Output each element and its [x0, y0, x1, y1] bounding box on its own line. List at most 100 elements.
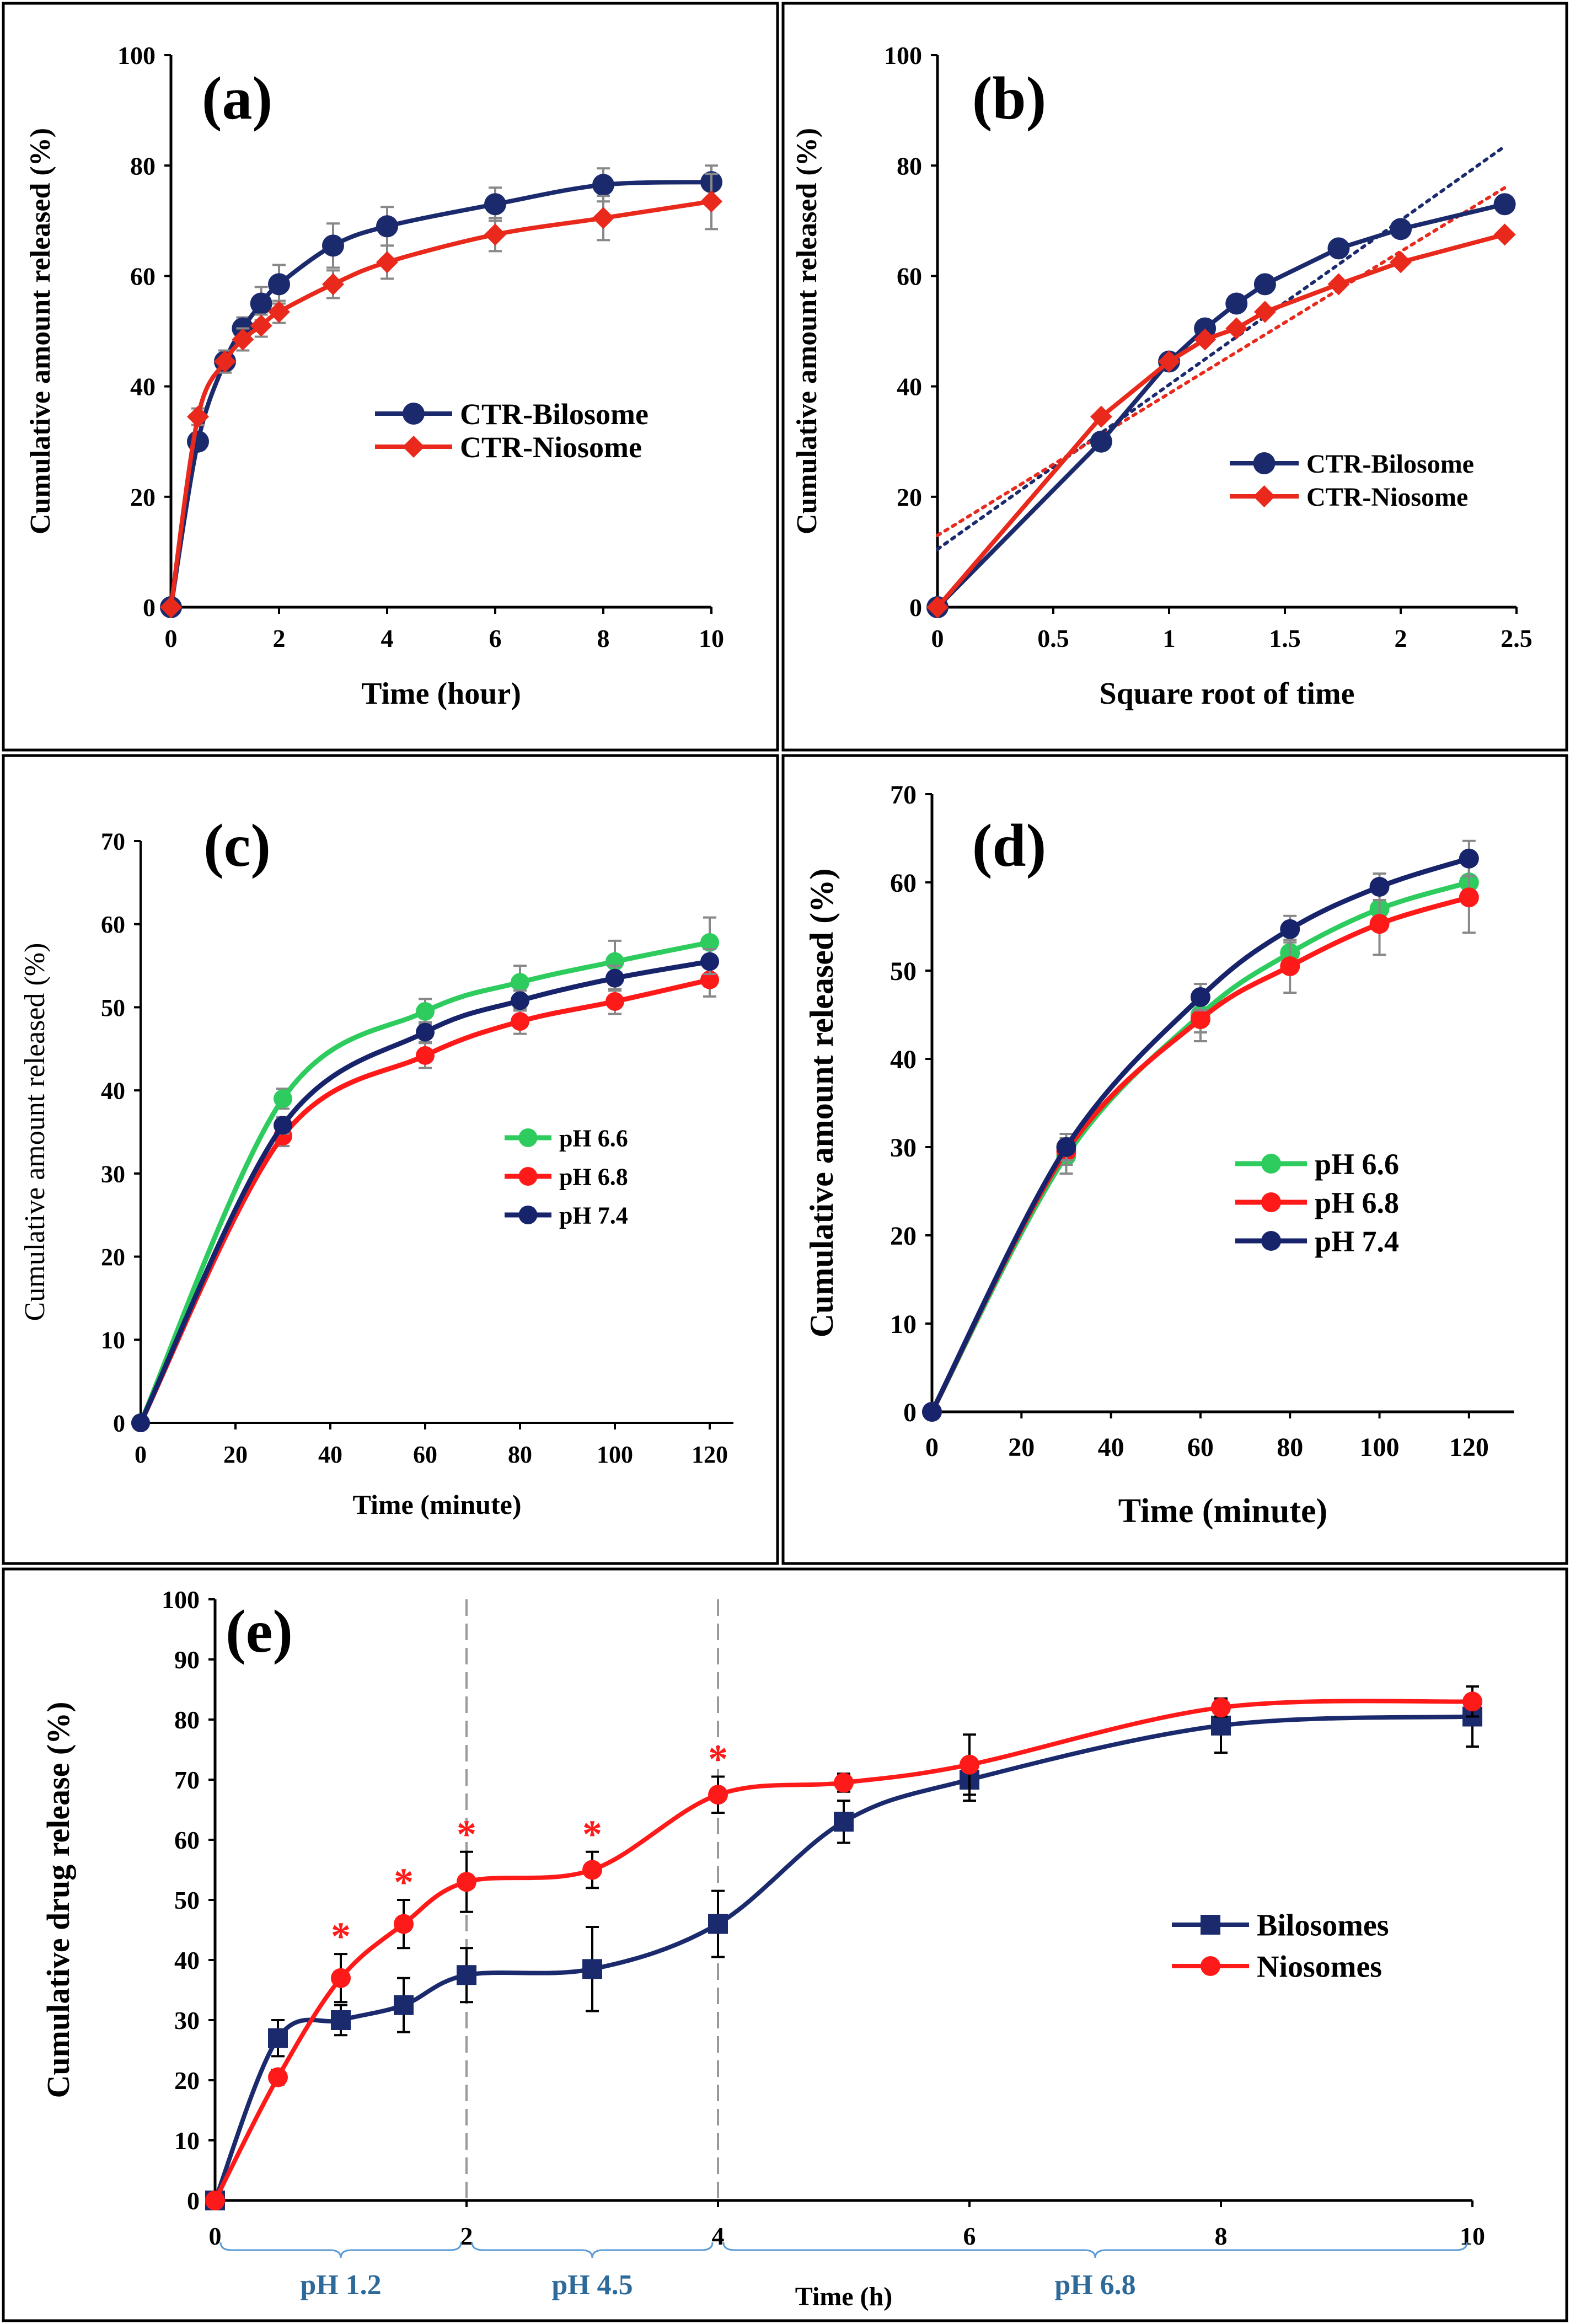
data-point	[582, 1959, 602, 1979]
data-point	[922, 1402, 942, 1422]
data-point	[1459, 848, 1479, 869]
y-tick-label: 20	[130, 483, 156, 511]
x-tick-label: 6	[489, 624, 502, 652]
legend-item: CTR-Bilosome	[1230, 449, 1474, 479]
data-point	[1253, 273, 1276, 296]
x-tick-label: 4	[381, 624, 394, 652]
data-point	[1211, 1715, 1231, 1736]
data-point	[1194, 328, 1217, 351]
x-axis-label: Time (minute)	[353, 1489, 522, 1520]
y-tick-label: 40	[174, 1946, 200, 1974]
data-point	[1493, 193, 1516, 216]
series-pH-7.4	[922, 839, 1479, 1422]
y-tick-label: 40	[130, 373, 156, 401]
data-point	[1369, 877, 1390, 897]
y-tick-label: 40	[890, 1045, 917, 1074]
y-axis-label: Cumulative amount released (%)	[19, 943, 51, 1321]
legend-item: pH 6.8	[1235, 1186, 1399, 1219]
legend-item: pH 7.4	[505, 1202, 628, 1229]
x-tick-label: 0	[209, 2222, 222, 2250]
x-tick-label: 80	[1277, 1433, 1303, 1462]
x-tick-label: 0	[135, 1441, 147, 1468]
legend-label: pH 7.4	[559, 1202, 628, 1229]
x-tick-label: 60	[413, 1441, 437, 1468]
data-point	[1090, 430, 1112, 453]
y-tick-label: 80	[897, 152, 922, 180]
panel-frame	[2, 1567, 1568, 2322]
y-tick-label: 60	[101, 911, 125, 938]
legend-swatch-marker	[1201, 1915, 1220, 1935]
x-tick-label: 20	[223, 1441, 248, 1468]
data-point	[1280, 956, 1300, 976]
y-tick-label: 60	[130, 263, 156, 291]
data-point	[268, 273, 290, 296]
data-point	[926, 596, 949, 618]
y-tick-label: 0	[903, 1398, 917, 1427]
x-tick-label: 10	[1460, 2222, 1485, 2250]
data-point	[1190, 987, 1210, 1007]
data-point	[1253, 301, 1276, 323]
legend-item: CTR-Niosome	[375, 431, 642, 464]
y-tick-label: 10	[101, 1327, 125, 1354]
x-axis-label: Square root of time	[1100, 677, 1355, 711]
y-tick-label: 90	[174, 1646, 200, 1674]
data-point	[1225, 317, 1248, 340]
data-point	[484, 223, 506, 246]
legend-swatch-marker	[403, 403, 425, 425]
significance-asterisk: *	[582, 1812, 602, 1856]
data-point	[322, 273, 344, 296]
legend-swatch-marker	[1253, 452, 1276, 474]
legend-swatch-marker	[1261, 1192, 1281, 1212]
legend-swatch-marker	[518, 1128, 538, 1147]
data-point	[416, 1002, 435, 1021]
phase-label: pH 6.8	[1054, 2269, 1135, 2301]
data-point	[582, 1860, 602, 1880]
x-tick-label: 0.5	[1037, 624, 1069, 652]
data-point	[834, 1812, 854, 1832]
data-point	[700, 190, 722, 213]
x-axis-label: Time (minute)	[1118, 1492, 1327, 1530]
y-tick-label: 20	[101, 1244, 125, 1271]
phase-label: pH 4.5	[551, 2269, 633, 2301]
legend-swatch-marker	[1261, 1154, 1281, 1174]
legend-item: pH 6.6	[505, 1124, 628, 1152]
y-tick-label: 40	[897, 373, 922, 401]
y-tick-label: 0	[909, 593, 922, 622]
y-tick-label: 50	[174, 1886, 200, 1914]
series-line	[213, 1714, 1473, 2202]
y-axis-label: Cumulative amount released (%)	[791, 128, 823, 534]
panel-b: 0 20 40 60 80 100 0 0.5 1 1.5 2 2.5 Square root of t…	[781, 2, 1568, 752]
data-point	[1158, 350, 1180, 373]
legend-swatch-marker	[518, 1206, 538, 1224]
data-point	[331, 2010, 351, 2030]
data-point	[700, 952, 719, 971]
data-point	[131, 1413, 150, 1432]
y-tick-label: 100	[162, 1586, 200, 1614]
data-point	[394, 1995, 414, 2015]
legend-swatch-marker	[1253, 485, 1276, 507]
x-tick-label: 1.5	[1269, 624, 1301, 652]
y-tick-label: 30	[174, 2006, 200, 2034]
data-point	[1493, 223, 1516, 246]
series-line	[929, 856, 1470, 1413]
y-tick-label: 80	[130, 152, 156, 180]
y-tick-label: 80	[174, 1706, 200, 1734]
y-tick-label: 0	[143, 593, 156, 622]
y-tick-label: 10	[890, 1310, 917, 1339]
y-tick-label: 70	[101, 828, 125, 855]
series-CTR-Niosome	[926, 223, 1516, 618]
panel-frame	[781, 2, 1568, 752]
legend-label: pH 6.6	[559, 1124, 628, 1152]
y-tick-label: 70	[890, 780, 917, 810]
data-point	[1194, 317, 1217, 340]
x-tick-label: 6	[963, 2222, 976, 2250]
data-point	[160, 596, 182, 618]
data-point	[708, 1785, 728, 1805]
data-point	[250, 314, 272, 337]
y-tick-label: 50	[101, 994, 125, 1021]
legend-item: Niosomes	[1172, 1950, 1382, 1984]
data-point	[274, 1116, 292, 1135]
data-point	[268, 2028, 288, 2048]
data-point	[250, 292, 272, 315]
